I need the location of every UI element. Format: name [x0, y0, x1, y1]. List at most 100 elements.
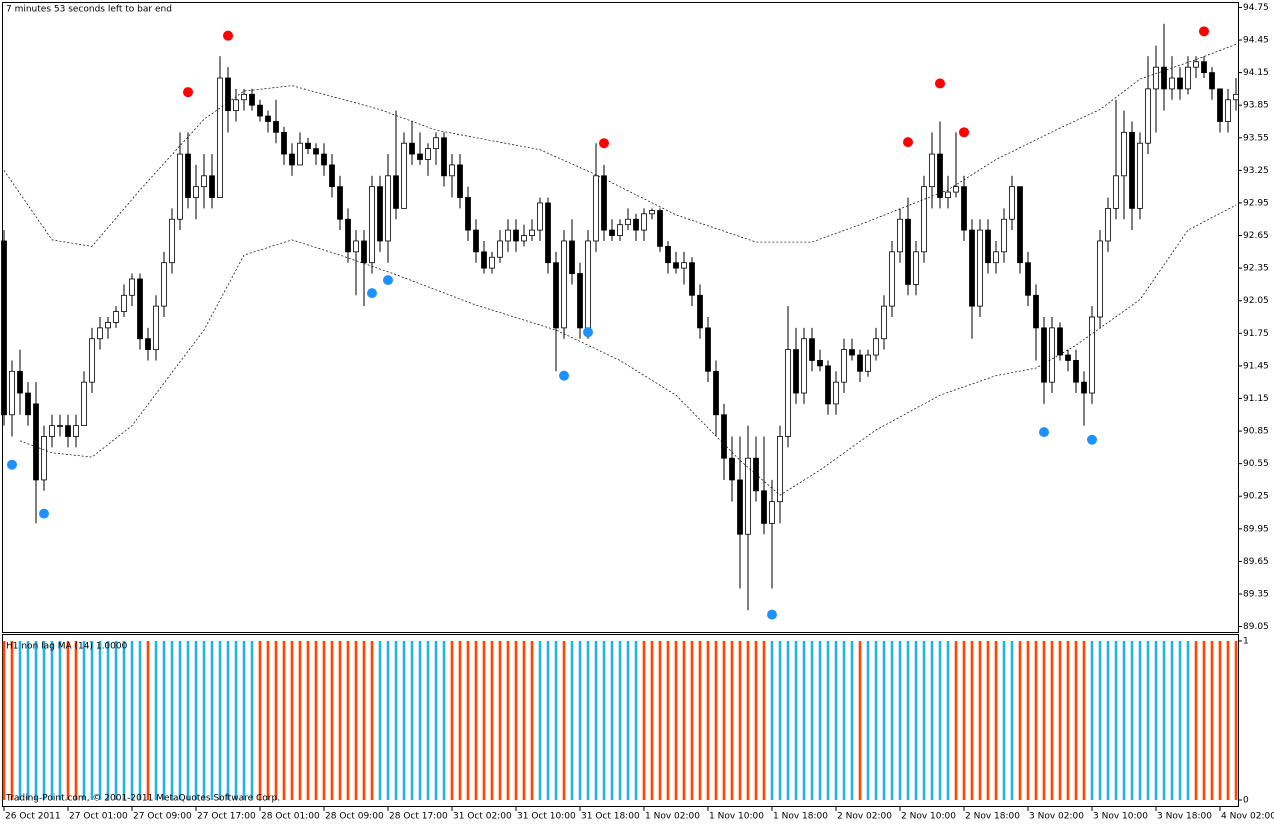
candle-body	[633, 218, 639, 231]
y-tick-label: 92.05	[1243, 296, 1269, 306]
candle-body	[65, 425, 71, 437]
candle-body	[537, 202, 543, 231]
candle-body	[1169, 77, 1175, 90]
candle-body	[113, 311, 119, 323]
candle-body	[1097, 240, 1103, 318]
candle-body	[1105, 207, 1111, 242]
signal-dot	[583, 327, 593, 338]
y-tick-label: 91.75	[1243, 329, 1269, 339]
candle-body	[161, 262, 167, 307]
candle-body	[1001, 218, 1007, 253]
x-tick-label: 1 Nov 02:00	[645, 812, 700, 822]
candle-body	[785, 349, 791, 437]
candle-body	[1033, 294, 1039, 329]
candle-body	[433, 137, 439, 150]
candle-body	[897, 218, 903, 253]
signal-dot	[903, 137, 913, 148]
candle-body	[1209, 72, 1215, 90]
candle-body	[273, 121, 279, 133]
candle-body	[473, 229, 479, 253]
candle-body	[401, 142, 407, 209]
candle-body	[241, 93, 247, 101]
candle-body	[529, 229, 535, 236]
candle-body	[585, 240, 591, 329]
candle-body	[497, 240, 503, 258]
candle-body	[737, 479, 743, 535]
candle-body	[921, 186, 927, 253]
candle-body	[1, 240, 7, 416]
y-tick-label: 89.35	[1243, 589, 1269, 599]
indicator-panel	[2, 634, 1239, 807]
candle-body	[1113, 175, 1119, 209]
y-tick-label: 90.55	[1243, 459, 1269, 469]
candle-body	[945, 191, 951, 198]
status-text: 7 minutes 53 seconds left to bar end	[6, 5, 172, 15]
candle-body	[105, 322, 111, 329]
candle-body	[873, 338, 879, 356]
y-tick-label: 92.35	[1243, 264, 1269, 274]
signal-dot	[599, 138, 609, 149]
candle-body	[1009, 186, 1015, 220]
candle-body	[1025, 262, 1031, 296]
candle-body	[985, 229, 991, 264]
candle-body	[1185, 66, 1191, 90]
candle-body	[641, 213, 647, 231]
candle-body	[913, 251, 919, 285]
candle-body	[777, 436, 783, 503]
candle-body	[729, 457, 735, 481]
x-tick-label: 2 Nov 18:00	[965, 812, 1020, 822]
y-tick-label: 89.95	[1243, 524, 1269, 534]
candle-body	[505, 229, 511, 242]
candle-body	[129, 278, 135, 296]
candle-body	[569, 240, 575, 274]
x-tick-label: 31 Oct 02:00	[453, 812, 512, 822]
signal-dot	[7, 459, 17, 470]
candle-body	[745, 457, 751, 535]
candle-body	[881, 305, 887, 340]
candle-body	[545, 202, 551, 264]
y-tick-label: 94.45	[1243, 36, 1269, 46]
candle-body	[265, 115, 271, 122]
y-tick-label: 94.75	[1243, 3, 1269, 13]
candle-body	[1041, 327, 1047, 383]
y-tick-label: 93.85	[1243, 101, 1269, 111]
x-tick-label: 31 Oct 10:00	[517, 812, 576, 822]
candle-body	[649, 210, 655, 215]
candle-body	[9, 370, 15, 416]
candle-body	[617, 224, 623, 236]
candle-body	[1201, 61, 1207, 74]
candle-body	[841, 349, 847, 383]
candle-body	[761, 490, 767, 524]
copyright: Trading-Point.com, © 2001-2011 MetaQuote…	[5, 794, 280, 804]
candle-body	[721, 414, 727, 459]
candle-body	[1225, 99, 1231, 122]
x-tick-label: 2 Nov 02:00	[837, 812, 892, 822]
candle-body	[457, 164, 463, 198]
candle-body	[857, 354, 863, 372]
signal-dot	[767, 609, 777, 620]
x-tick-label: 3 Nov 18:00	[1157, 812, 1212, 822]
signal-dot	[1039, 427, 1049, 438]
candle-body	[937, 153, 943, 198]
candle-body	[89, 338, 95, 383]
candle-body	[345, 218, 351, 253]
signal-dot	[935, 78, 945, 89]
candle-body	[593, 175, 599, 242]
candle-body	[281, 131, 287, 155]
candle-body	[153, 305, 159, 350]
x-tick-label: 3 Nov 02:00	[1029, 812, 1084, 822]
candle-body	[1017, 186, 1023, 264]
candle-body	[233, 99, 239, 112]
candle-body	[1057, 327, 1063, 356]
candle-body	[393, 175, 399, 209]
candle-body	[57, 425, 63, 428]
candle-body	[137, 278, 143, 340]
signal-dot	[367, 288, 377, 299]
candle-body	[849, 349, 855, 356]
candle-body	[81, 381, 87, 427]
candle-body	[1049, 327, 1055, 383]
signal-dot	[1087, 434, 1097, 445]
indicator-y-tick-label: 0	[1243, 796, 1249, 806]
candle-body	[1193, 61, 1199, 68]
